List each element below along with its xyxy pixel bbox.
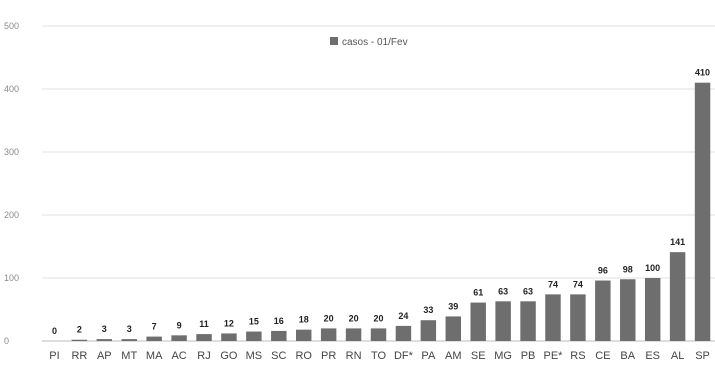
bar [644, 278, 661, 341]
x-tick-label: PR [321, 350, 336, 362]
data-label: 7 [152, 322, 157, 332]
data-label: 141 [670, 237, 685, 247]
bar [71, 339, 88, 341]
x-tick-label: AL [671, 350, 684, 362]
x-tick-label: PB [521, 350, 536, 362]
data-label: 410 [695, 68, 710, 78]
grid-lines [42, 25, 715, 342]
bar [395, 325, 412, 341]
bar [221, 333, 237, 341]
bar [420, 320, 437, 341]
x-tick-label: RN [346, 350, 362, 362]
data-label: 63 [523, 286, 533, 296]
bar [570, 294, 586, 341]
bar [495, 301, 511, 341]
bar [470, 302, 486, 341]
x-tick-label: BA [620, 350, 635, 362]
data-label: 20 [324, 313, 334, 323]
data-label: 96 [598, 266, 608, 276]
bar [669, 252, 686, 341]
data-label: 2 [77, 325, 82, 335]
x-tick-label: SC [271, 350, 286, 362]
bar [345, 328, 362, 341]
x-tick-label: MS [246, 350, 263, 362]
x-tick-label: DF* [394, 350, 414, 362]
bar [196, 334, 212, 341]
y-axis-ticks: 0 100 200 300 400 500 [4, 21, 19, 346]
x-tick-label: SE [471, 350, 486, 362]
y-tick-label: 200 [4, 210, 19, 220]
data-label: 24 [398, 311, 408, 321]
x-tick-label: TO [371, 350, 387, 362]
x-tick-label: SP [695, 350, 710, 362]
x-tick-label: AC [171, 350, 186, 362]
x-tick-label: RO [295, 350, 312, 362]
legend-label: casos - 01/Fev [342, 37, 408, 48]
bar [96, 339, 113, 341]
bar [595, 280, 611, 341]
bar [171, 335, 187, 341]
bar [445, 316, 462, 341]
x-tick-label: PI [49, 350, 59, 362]
data-label: 3 [127, 324, 132, 334]
data-label: 12 [224, 318, 234, 328]
x-tick-label: RR [71, 350, 87, 362]
bar [246, 331, 262, 341]
y-tick-label: 100 [4, 273, 19, 283]
x-tick-label: PE* [543, 350, 563, 362]
bar [271, 330, 287, 341]
x-tick-label: MT [121, 350, 137, 362]
y-tick-label: 0 [4, 336, 9, 346]
x-tick-label: CE [595, 350, 610, 362]
data-label: 74 [573, 279, 583, 289]
y-tick-label: 300 [4, 147, 19, 157]
bar [295, 329, 312, 341]
data-label: 33 [423, 305, 433, 315]
bar [694, 82, 711, 341]
bar [370, 328, 387, 341]
y-tick-label: 500 [4, 21, 19, 31]
x-tick-label: RS [570, 350, 585, 362]
y-tick-label: 400 [4, 84, 19, 94]
x-tick-label: GO [220, 350, 238, 362]
x-tick-label: AP [97, 350, 112, 362]
x-tick-label: MG [494, 350, 512, 362]
legend-swatch [330, 37, 338, 45]
bars [71, 82, 711, 341]
x-tick-label: MA [146, 350, 163, 362]
data-label: 3 [102, 324, 107, 334]
data-label: 0 [52, 326, 57, 336]
data-label: 63 [498, 286, 508, 296]
bar [620, 279, 636, 341]
bar [545, 294, 561, 341]
bar [520, 301, 536, 341]
x-tick-label: RJ [197, 350, 210, 362]
data-label: 61 [473, 288, 483, 298]
data-label: 16 [274, 316, 284, 326]
data-label: 18 [299, 315, 309, 325]
x-tick-label: AM [445, 350, 462, 362]
bar [146, 336, 162, 341]
x-axis-labels: PI RR AP MT MA AC RJ GO MS SC RO PR RN TO DF* PA AM SE MG P… [49, 350, 710, 362]
bar [320, 328, 337, 341]
x-tick-label: PA [421, 350, 436, 362]
data-label: 74 [548, 279, 558, 289]
legend: casos - 01/Fev [330, 37, 408, 48]
data-label: 98 [623, 264, 633, 274]
data-label: 20 [373, 313, 383, 323]
data-label: 100 [645, 263, 660, 273]
data-label: 11 [199, 319, 209, 329]
x-tick-label: ES [645, 350, 660, 362]
data-label: 20 [349, 313, 359, 323]
bar [121, 339, 137, 341]
data-label: 15 [249, 317, 259, 327]
data-label: 9 [177, 320, 182, 330]
data-label: 39 [448, 301, 458, 311]
